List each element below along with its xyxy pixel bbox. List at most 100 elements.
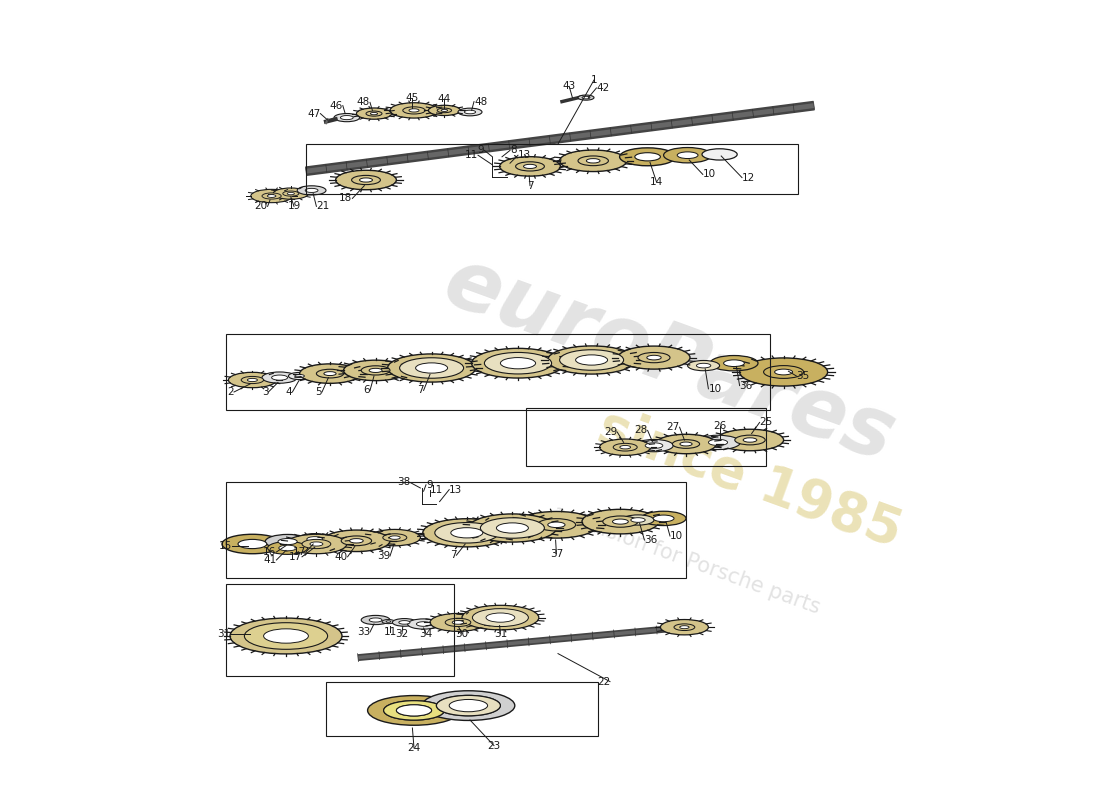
Text: 16: 16 [263, 547, 276, 557]
Ellipse shape [396, 705, 431, 716]
Ellipse shape [635, 153, 660, 161]
Ellipse shape [272, 375, 287, 380]
Ellipse shape [386, 621, 390, 622]
Ellipse shape [586, 158, 600, 163]
Bar [306, 144, 798, 194]
Ellipse shape [408, 619, 440, 629]
Ellipse shape [384, 701, 444, 720]
Bar [326, 682, 598, 736]
Text: 42: 42 [596, 83, 609, 93]
Ellipse shape [367, 695, 461, 726]
Ellipse shape [560, 350, 624, 370]
Text: 1: 1 [591, 75, 597, 85]
Ellipse shape [486, 613, 515, 622]
Text: 6: 6 [363, 386, 370, 395]
Text: 21: 21 [317, 202, 330, 211]
Text: 26: 26 [713, 421, 726, 430]
Text: 15: 15 [219, 541, 232, 550]
Text: since 1985: since 1985 [591, 401, 909, 559]
Ellipse shape [621, 515, 654, 525]
Ellipse shape [446, 618, 471, 626]
Ellipse shape [244, 622, 328, 650]
Text: 12: 12 [742, 173, 756, 182]
Ellipse shape [688, 361, 719, 370]
Ellipse shape [382, 619, 395, 624]
Text: 22: 22 [596, 677, 611, 686]
Ellipse shape [241, 377, 264, 383]
Text: 13: 13 [449, 485, 462, 494]
Ellipse shape [674, 624, 695, 630]
Text: 32: 32 [395, 629, 408, 638]
Ellipse shape [417, 622, 431, 626]
Ellipse shape [299, 364, 361, 383]
Text: 8: 8 [510, 146, 517, 155]
Ellipse shape [452, 621, 464, 624]
Ellipse shape [441, 110, 448, 111]
Ellipse shape [496, 523, 528, 533]
Ellipse shape [323, 372, 337, 375]
Ellipse shape [481, 518, 544, 538]
Text: 11: 11 [384, 627, 397, 637]
Text: 2: 2 [228, 387, 234, 397]
Ellipse shape [317, 370, 343, 378]
Ellipse shape [619, 446, 630, 449]
Ellipse shape [724, 360, 745, 366]
Ellipse shape [422, 518, 510, 547]
Ellipse shape [262, 193, 282, 199]
Text: 10: 10 [703, 170, 716, 179]
Ellipse shape [361, 366, 390, 375]
Ellipse shape [310, 542, 323, 546]
Text: 40: 40 [334, 552, 348, 562]
Ellipse shape [678, 152, 698, 158]
Ellipse shape [638, 353, 670, 362]
Bar [226, 482, 686, 578]
Text: 24: 24 [407, 743, 420, 753]
Ellipse shape [578, 156, 608, 166]
Ellipse shape [680, 626, 689, 629]
Ellipse shape [646, 442, 663, 449]
Ellipse shape [437, 695, 501, 716]
Text: 10: 10 [708, 384, 722, 394]
Ellipse shape [251, 190, 293, 202]
Ellipse shape [286, 534, 346, 554]
Ellipse shape [230, 618, 342, 654]
Ellipse shape [389, 536, 400, 539]
Ellipse shape [422, 690, 515, 721]
Ellipse shape [283, 191, 299, 196]
Ellipse shape [336, 170, 396, 190]
Ellipse shape [334, 114, 360, 122]
Text: a division for Porsche parts: a division for Porsche parts [550, 502, 823, 618]
Bar [226, 584, 454, 676]
Text: 10: 10 [670, 531, 683, 541]
Ellipse shape [449, 699, 487, 712]
Ellipse shape [409, 109, 419, 112]
Text: 36: 36 [645, 535, 658, 545]
Ellipse shape [735, 435, 766, 445]
Ellipse shape [560, 150, 627, 171]
Ellipse shape [603, 516, 638, 527]
Ellipse shape [462, 606, 539, 630]
Ellipse shape [744, 438, 757, 442]
Ellipse shape [774, 369, 793, 375]
Text: 11: 11 [464, 150, 478, 160]
Ellipse shape [307, 537, 322, 542]
Ellipse shape [416, 363, 448, 373]
Ellipse shape [229, 372, 276, 388]
Text: 7: 7 [527, 181, 534, 190]
Ellipse shape [578, 95, 594, 100]
Text: 11: 11 [430, 485, 443, 494]
Ellipse shape [763, 366, 804, 378]
Text: 5: 5 [316, 387, 322, 397]
Ellipse shape [716, 430, 783, 450]
Text: 7: 7 [417, 386, 424, 395]
Ellipse shape [582, 510, 659, 534]
Ellipse shape [264, 629, 308, 643]
Ellipse shape [222, 534, 283, 554]
Ellipse shape [469, 514, 557, 542]
Ellipse shape [267, 542, 308, 554]
Ellipse shape [515, 511, 598, 538]
Ellipse shape [383, 534, 407, 542]
Text: 18: 18 [339, 194, 352, 203]
Ellipse shape [341, 536, 372, 546]
Text: 3: 3 [262, 387, 268, 397]
